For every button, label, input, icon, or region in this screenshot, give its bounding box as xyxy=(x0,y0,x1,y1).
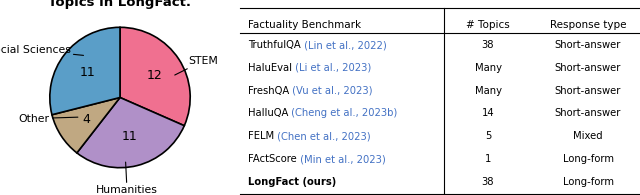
Text: Short-answer: Short-answer xyxy=(555,108,621,118)
Text: FreshQA: FreshQA xyxy=(248,86,289,96)
Text: (Cheng et al., 2023b): (Cheng et al., 2023b) xyxy=(289,108,397,118)
Text: Many: Many xyxy=(474,63,502,73)
Text: HaluEval: HaluEval xyxy=(248,63,292,73)
Text: Mixed: Mixed xyxy=(573,131,603,141)
Title: Topics in LongFact.: Topics in LongFact. xyxy=(49,0,191,9)
Text: Factuality Benchmark: Factuality Benchmark xyxy=(248,20,361,30)
Text: 38: 38 xyxy=(482,40,494,50)
Text: (Lin et al., 2022): (Lin et al., 2022) xyxy=(301,40,387,50)
Text: 11: 11 xyxy=(80,66,96,79)
Text: Humanities: Humanities xyxy=(96,162,158,195)
Text: Long-form: Long-form xyxy=(563,177,614,187)
Wedge shape xyxy=(120,27,190,126)
Text: LongFact (ours): LongFact (ours) xyxy=(248,177,336,187)
Text: 14: 14 xyxy=(482,108,494,118)
Text: # Topics: # Topics xyxy=(466,20,510,30)
Text: Other: Other xyxy=(19,113,78,124)
Wedge shape xyxy=(52,98,120,153)
Wedge shape xyxy=(77,98,184,168)
Text: Short-answer: Short-answer xyxy=(555,63,621,73)
Text: 1: 1 xyxy=(485,154,491,164)
Wedge shape xyxy=(50,27,120,115)
Text: (Chen et al., 2023): (Chen et al., 2023) xyxy=(274,131,371,141)
Text: (Min et al., 2023): (Min et al., 2023) xyxy=(297,154,385,164)
Text: Long-form: Long-form xyxy=(563,154,614,164)
Text: TruthfulQA: TruthfulQA xyxy=(248,40,301,50)
Text: Many: Many xyxy=(474,86,502,96)
Text: 38: 38 xyxy=(482,177,494,187)
Text: FActScore: FActScore xyxy=(248,154,297,164)
Text: (Vu et al., 2023): (Vu et al., 2023) xyxy=(289,86,372,96)
Text: Social Sciences: Social Sciences xyxy=(0,45,83,55)
Text: HalluQA: HalluQA xyxy=(248,108,289,118)
Text: 5: 5 xyxy=(485,131,491,141)
Text: Response type: Response type xyxy=(550,20,627,30)
Text: 4: 4 xyxy=(82,113,90,126)
Text: (Li et al., 2023): (Li et al., 2023) xyxy=(292,63,371,73)
Text: STEM: STEM xyxy=(175,56,218,75)
Text: 12: 12 xyxy=(146,69,162,82)
Text: FELM: FELM xyxy=(248,131,274,141)
Text: Short-answer: Short-answer xyxy=(555,40,621,50)
Text: 11: 11 xyxy=(122,130,138,144)
Text: Short-answer: Short-answer xyxy=(555,86,621,96)
